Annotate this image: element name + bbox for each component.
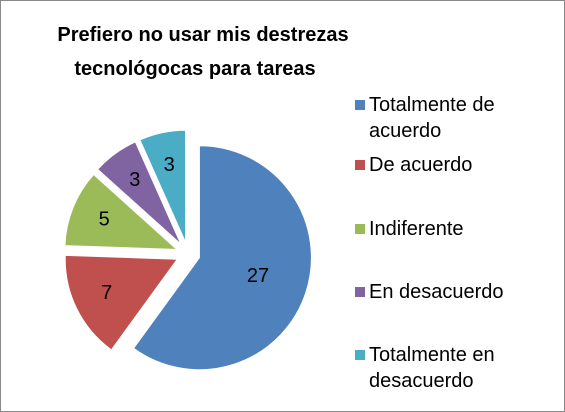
legend-label: En desacuerdo [369, 281, 504, 303]
data-label: 3 [129, 169, 140, 191]
legend-label: Totalmente de acuerdo [369, 94, 495, 142]
pie-slice [64, 254, 179, 351]
legend-swatch [355, 350, 365, 360]
legend-label: Indiferente [369, 218, 464, 240]
chart-title: Prefiero no usar mis destrezas tecnológoc… [57, 24, 348, 80]
legend-item: Totalmente en desacuerdo [355, 342, 555, 394]
data-label: 3 [164, 154, 175, 176]
legend-swatch [355, 100, 365, 110]
pie-slice [132, 145, 312, 371]
legend-item: En desacuerdo [355, 279, 555, 305]
pie-slice [64, 173, 179, 251]
legend-item: De acuerdo [355, 152, 555, 178]
data-label: 27 [247, 265, 269, 287]
legend-swatch [355, 287, 365, 297]
legend-swatch [355, 224, 365, 234]
legend-item: Totalmente de acuerdo [355, 92, 555, 144]
legend-label: De acuerdo [369, 154, 473, 176]
legend-item: Indiferente [355, 216, 555, 242]
pie-slice [139, 129, 187, 243]
pie-slice [97, 141, 182, 245]
legend-label: Totalmente en desacuerdo [369, 344, 495, 392]
data-label: 7 [101, 282, 112, 304]
legend-swatch [355, 160, 365, 170]
data-label: 5 [99, 208, 110, 230]
